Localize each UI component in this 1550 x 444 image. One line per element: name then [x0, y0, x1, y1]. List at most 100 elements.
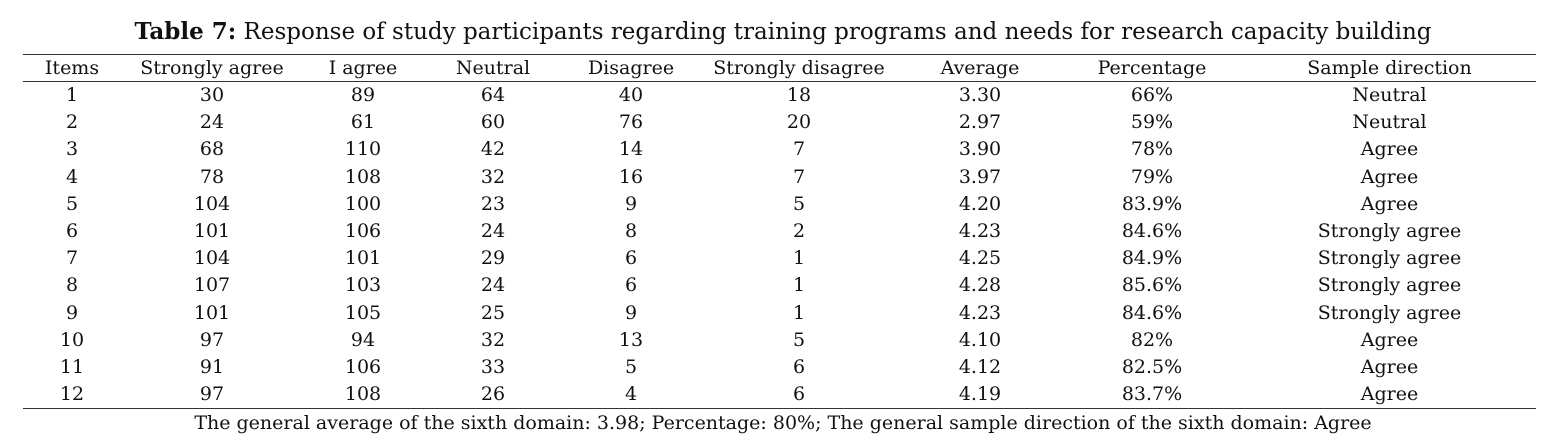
column-header-strongly-agree: Strongly agree	[121, 54, 303, 82]
disagree-count: 8	[624, 220, 638, 243]
sample-direction: Agree	[1360, 192, 1419, 215]
average-value: 4.28	[958, 274, 1002, 297]
item-number: 10	[59, 328, 85, 351]
table-row: 1 30 89 64 40 18 3.30 66% Neutral	[23, 82, 1536, 110]
strongly-disagree-count: 6	[699, 381, 899, 410]
percentage-value: 84.6%	[1121, 220, 1183, 243]
percentage-value: 82.5%	[1121, 355, 1183, 378]
disagree-count: 5	[624, 355, 638, 378]
item-number: 6	[65, 220, 79, 243]
sample-direction: Agree	[1243, 381, 1536, 410]
disagree-count: 16	[618, 165, 644, 188]
average-value: 3.30	[958, 84, 1002, 107]
percentage-value: 85.6%	[1121, 274, 1183, 297]
neutral-count: 60	[480, 111, 506, 134]
percentage-value: 82%	[1130, 328, 1174, 351]
average-value: 4.23	[958, 220, 1002, 243]
strongly-disagree-count: 5	[792, 192, 806, 215]
table-caption: Table 7: Response of study participants …	[0, 18, 1550, 46]
sample-direction: Neutral	[1352, 111, 1427, 134]
agree-count: 103	[344, 274, 382, 297]
table-row: 10 97 94 32 13 5 4.10 82% Agree	[23, 327, 1536, 354]
percentage-value: 84.9%	[1121, 247, 1183, 270]
item-number: 2	[65, 111, 79, 134]
neutral-count: 25	[480, 301, 506, 324]
strongly-agree-count: 24	[199, 111, 225, 134]
item-number: 3	[65, 138, 79, 161]
column-header-i-agree: I agree	[303, 54, 423, 82]
strongly-agree-count: 101	[193, 220, 231, 243]
neutral-count: 23	[480, 192, 506, 215]
neutral-count: 32	[480, 328, 506, 351]
agree-count: 108	[303, 381, 423, 410]
strongly-agree-count: 68	[199, 138, 225, 161]
disagree-count: 9	[624, 301, 638, 324]
item-number: 5	[65, 192, 79, 215]
column-header-disagree: Disagree	[563, 54, 699, 82]
item-number: 7	[65, 247, 79, 270]
table-row: 8 107 103 24 6 1 4.28 85.6% Strongly agree	[23, 272, 1536, 299]
neutral-count: 26	[423, 381, 563, 410]
percentage-value: 83.9%	[1121, 192, 1183, 215]
strongly-agree-count: 101	[193, 301, 231, 324]
strongly-agree-count: 104	[193, 247, 231, 270]
sample-direction: Agree	[1360, 138, 1419, 161]
strongly-agree-count: 104	[193, 192, 231, 215]
item-number: 1	[65, 84, 79, 107]
strongly-agree-count: 97	[199, 328, 225, 351]
disagree-count: 40	[618, 84, 644, 107]
agree-count: 105	[344, 301, 382, 324]
disagree-count: 6	[624, 247, 638, 270]
table-header-row: Items Strongly agree I agree Neutral Dis…	[23, 54, 1536, 82]
agree-count: 108	[344, 165, 382, 188]
strongly-disagree-count: 7	[792, 138, 806, 161]
table-caption-text: Response of study participants regarding…	[243, 19, 1432, 45]
average-value: 4.10	[958, 328, 1002, 351]
table-body: 1 30 89 64 40 18 3.30 66% Neutral 2 24 61 60 76 20 2.97…	[23, 82, 1536, 410]
strongly-agree-count: 107	[193, 274, 231, 297]
percentage-value: 84.6%	[1121, 301, 1183, 324]
agree-count: 101	[344, 247, 382, 270]
table-row: 11 91 106 33 5 6 4.12 82.5% Agree	[23, 354, 1536, 381]
neutral-count: 32	[480, 165, 506, 188]
agree-count: 100	[344, 192, 382, 215]
strongly-disagree-count: 5	[792, 328, 806, 351]
strongly-disagree-count: 1	[792, 301, 806, 324]
strongly-agree-count: 97	[121, 381, 303, 410]
average-value: 3.97	[958, 165, 1002, 188]
disagree-count: 13	[618, 328, 644, 351]
sample-direction: Strongly agree	[1317, 247, 1462, 270]
table-row: 5 104 100 23 9 5 4.20 83.9% Agree	[23, 191, 1536, 218]
percentage-value: 83.7%	[1061, 381, 1243, 410]
table-row: 9 101 105 25 9 1 4.23 84.6% Strongly agree	[23, 300, 1536, 327]
sample-direction: Strongly agree	[1317, 274, 1462, 297]
item-number: 12	[23, 381, 121, 410]
item-number: 11	[59, 355, 85, 378]
sample-direction: Strongly agree	[1317, 301, 1462, 324]
item-number: 8	[65, 274, 79, 297]
sample-direction: Agree	[1360, 328, 1419, 351]
percentage-value: 66%	[1130, 84, 1174, 107]
strongly-disagree-count: 6	[792, 355, 806, 378]
agree-count: 110	[344, 138, 382, 161]
average-value: 4.23	[958, 301, 1002, 324]
strongly-disagree-count: 7	[792, 165, 806, 188]
average-value: 4.20	[958, 192, 1002, 215]
table-row: 12 97 108 26 4 6 4.19 83.7% Agree	[23, 381, 1536, 410]
strongly-disagree-count: 1	[792, 247, 806, 270]
average-value: 4.19	[899, 381, 1061, 410]
column-header-strongly-disagree: Strongly disagree	[699, 54, 899, 82]
disagree-count: 76	[618, 111, 644, 134]
item-number: 9	[65, 301, 79, 324]
table-row: 4 78 108 32 16 7 3.97 79% Agree	[23, 164, 1536, 191]
percentage-value: 79%	[1130, 165, 1174, 188]
sample-direction: Strongly agree	[1317, 220, 1462, 243]
agree-count: 106	[344, 220, 382, 243]
table-row: 3 68 110 42 14 7 3.90 78% Agree	[23, 136, 1536, 163]
strongly-agree-count: 91	[199, 355, 225, 378]
column-header-average: Average	[899, 54, 1061, 82]
disagree-count: 6	[624, 274, 638, 297]
neutral-count: 33	[480, 355, 506, 378]
agree-count: 89	[350, 84, 376, 107]
